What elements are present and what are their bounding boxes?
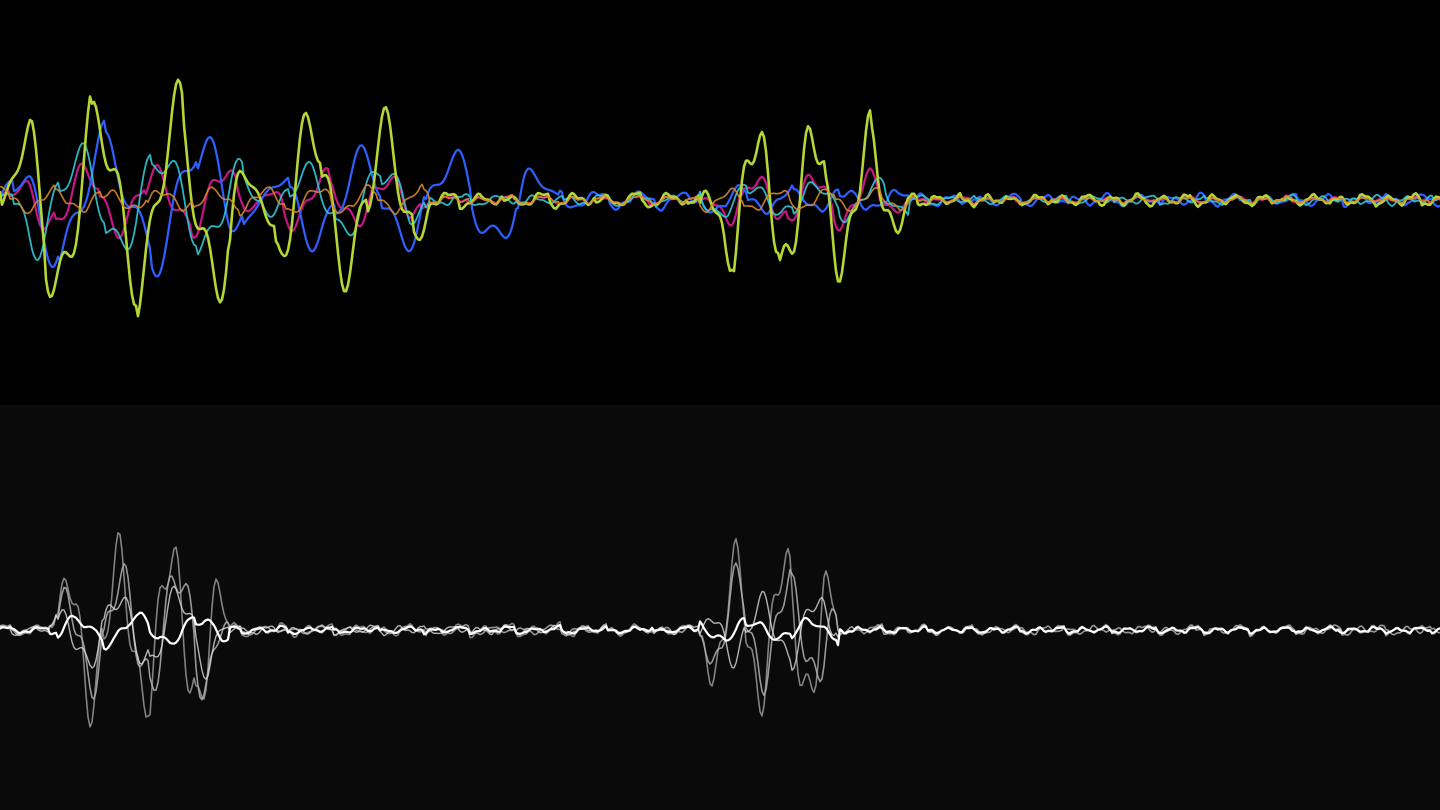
waveform-panel-top — [0, 0, 1440, 405]
waveform-svg-top — [0, 0, 1440, 405]
waveform-panel-bottom — [0, 405, 1440, 810]
waveform-svg-bottom — [0, 405, 1440, 810]
